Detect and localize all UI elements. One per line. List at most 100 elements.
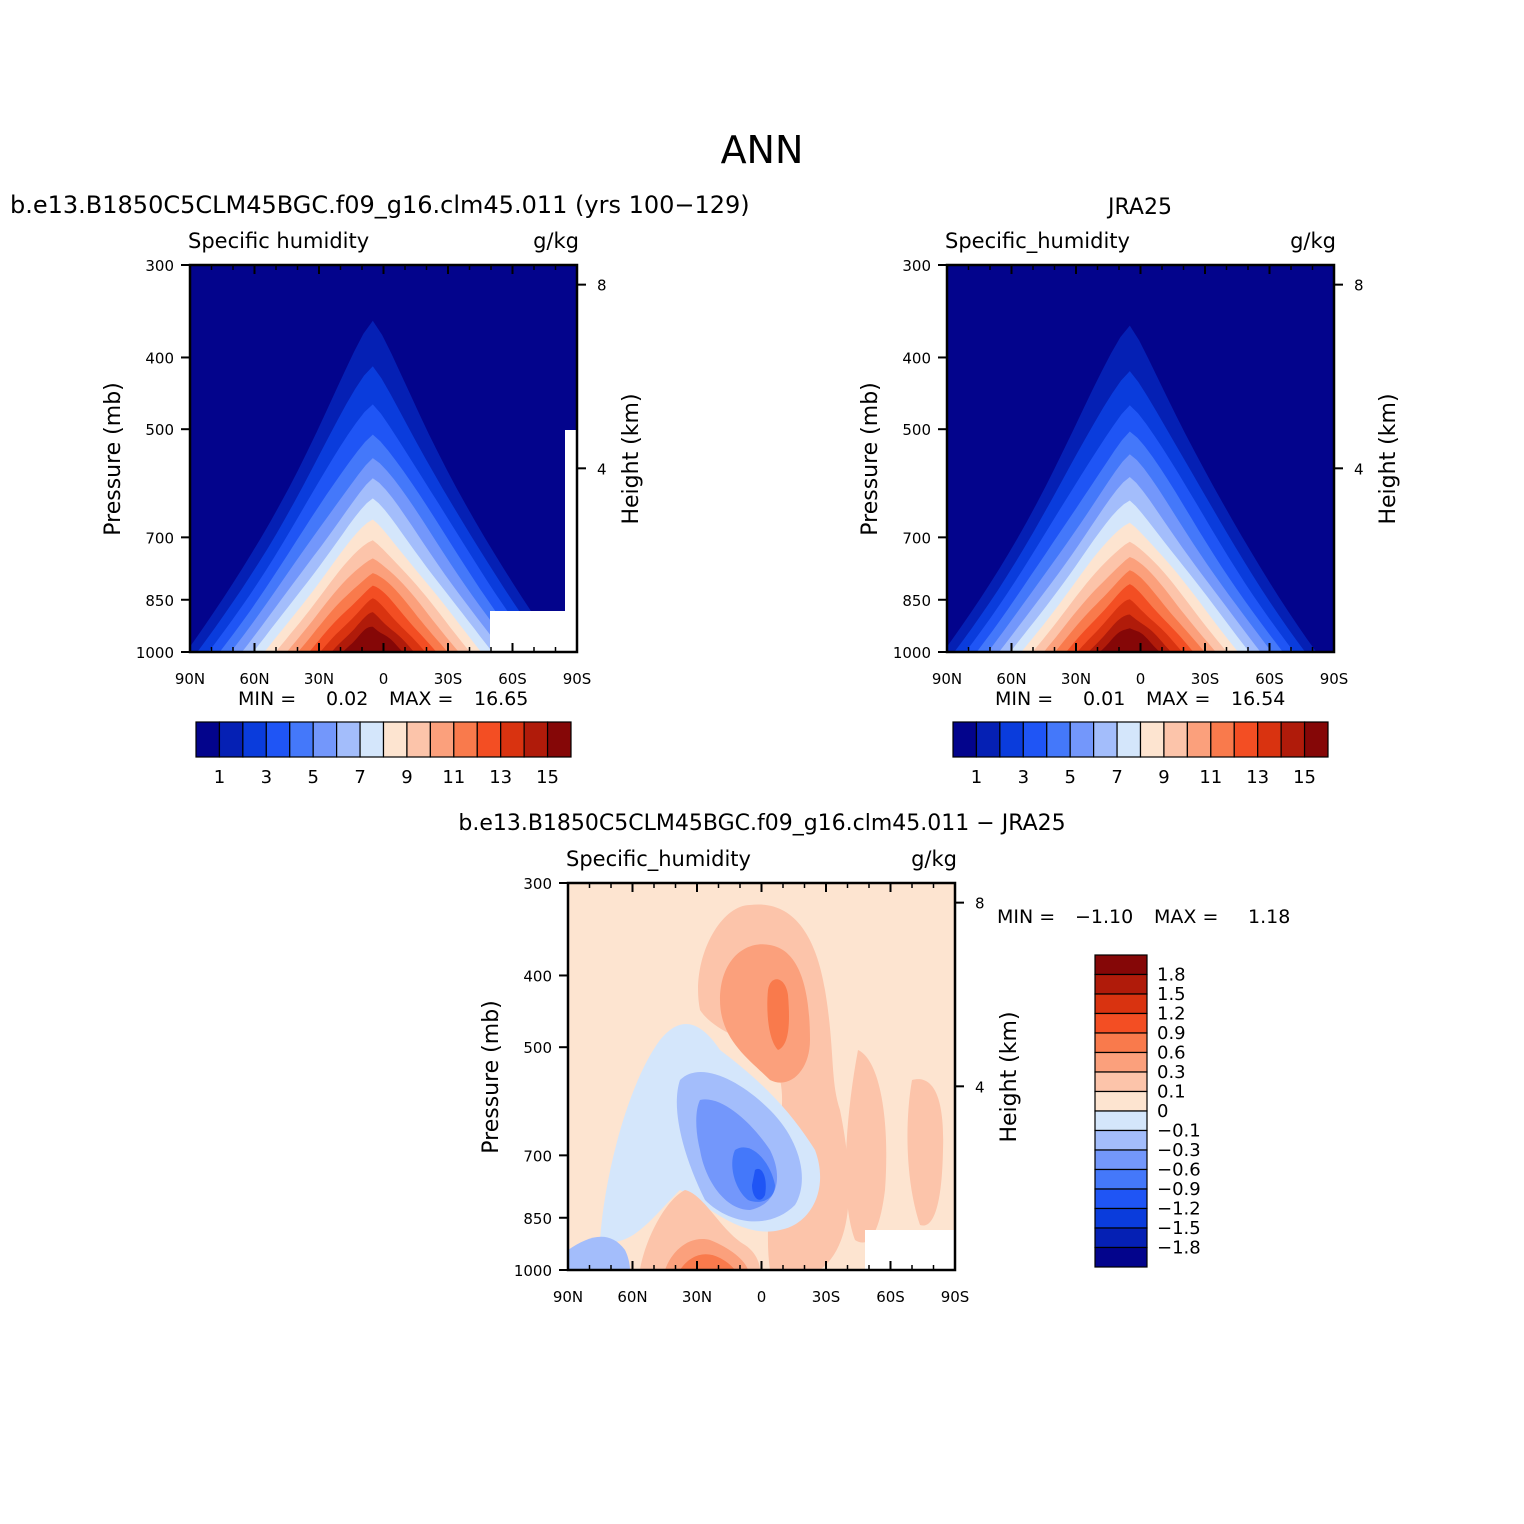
panel-obs-ylabel: Pressure (mb): [858, 382, 883, 536]
panel-diff: b.e13.B1850C5CLM45BGC.f09_g16.clm45.011 …: [458, 811, 1290, 1306]
panel-diff-ytick-label: 500: [523, 1039, 552, 1057]
contour-band-positive: [907, 1079, 944, 1226]
panel-diff-xtick-label: 90N: [553, 1288, 583, 1306]
figure-title: ANN: [721, 128, 804, 172]
panel-obs-colorbar-swatch: [1210, 721, 1235, 758]
panel-diff-colorbar-swatch: [1094, 1129, 1148, 1151]
panel-diff-colorbar-label: −1.5: [1157, 1218, 1201, 1239]
panel-obs-ytick-label: 500: [902, 421, 931, 439]
panel-model-colorbar: 1 3 5 7 9 11 13 15: [195, 721, 572, 788]
panel-model-colorbar-swatch: [195, 721, 221, 758]
panel-diff-xtick-label: 30N: [682, 1288, 712, 1306]
panel-diff-colorbar-label: 1.5: [1157, 984, 1186, 1005]
panel-obs-units: g/kg: [1290, 229, 1336, 253]
panel-obs-colorbar-swatch: [999, 721, 1024, 758]
panel-diff-ylabel-right: Height (km): [997, 1011, 1022, 1142]
panel-diff-colorbar-swatch: [1094, 1110, 1148, 1132]
contour-band-15: [342, 626, 403, 652]
panel-obs-colorbar-swatch: [1093, 721, 1118, 758]
panel-model-colorbar-label: 5: [307, 767, 318, 788]
panel-diff-colorbar-swatch: [1094, 954, 1148, 976]
panel-diff-colorbar-swatch: [1094, 1051, 1148, 1073]
panel-model-colorbar-swatch: [406, 721, 431, 758]
panel-obs-colorbar-label: 13: [1246, 767, 1269, 788]
panel-obs-colorbar-swatch: [1116, 721, 1142, 758]
panel-diff-colorbar-swatch: [1094, 973, 1148, 995]
panel-model-xtick-label: 30N: [304, 670, 334, 688]
panel-diff-contours: [568, 883, 955, 1270]
panel-obs-colorbar-swatch: [1303, 721, 1329, 758]
panel-diff-colorbar-swatch: [1094, 1188, 1148, 1210]
panel-model-colorbar-swatch: [500, 721, 525, 758]
panel-diff-colorbar-swatch: [1094, 1168, 1148, 1190]
panel-obs-colorbar-swatch: [1233, 721, 1259, 758]
panel-obs-height-tick-label: 4: [1354, 460, 1364, 478]
panel-diff-height-tick-label: 8: [975, 895, 985, 913]
panel-model-colorbar-swatch: [242, 721, 267, 758]
panel-model-colorbar-swatch: [429, 721, 455, 758]
missing-data-area: [565, 430, 577, 615]
panel-diff-ytick-label: 850: [523, 1210, 552, 1228]
panel-obs-ytick-label: 850: [902, 592, 931, 610]
panel-obs-title: JRA25: [1106, 195, 1172, 220]
panel-model-xtick-label: 60N: [239, 670, 269, 688]
panel-model-ylabel: Pressure (mb): [101, 382, 126, 536]
panel-obs-colorbar-swatch: [975, 721, 1001, 758]
panel-diff-max-label: MAX =: [1154, 906, 1218, 928]
panel-model-axes: 90N 60N 30N 0 30S 60S 90S 300 400 500 700 850 1000 8 4: [136, 257, 607, 688]
panel-obs-height-tick-label: 8: [1354, 277, 1364, 295]
panel-obs-xtick-label: 90N: [932, 670, 962, 688]
panel-obs-colorbar-swatch: [1186, 721, 1212, 758]
panel-diff-min-value: −1.10: [1075, 906, 1133, 928]
panel-obs-colorbar-label: 15: [1293, 767, 1316, 788]
panel-diff-colorbar-label: 0.6: [1157, 1043, 1186, 1064]
panel-model-xtick-label: 0: [379, 670, 389, 688]
panel-model-ylabel-right: Height (km): [619, 393, 644, 524]
panel-diff-colorbar-swatch: [1094, 1090, 1148, 1112]
panel-diff-min-label: MIN =: [997, 906, 1055, 928]
panel-diff-colorbar-label: 1.8: [1157, 965, 1186, 986]
panel-obs-colorbar-swatch: [952, 721, 978, 758]
panel-diff-colorbar-swatch: [1094, 1246, 1148, 1268]
panel-diff-colorbar-label: 1.2: [1157, 1004, 1186, 1025]
panel-obs-ytick-label: 1000: [893, 644, 931, 662]
panel-diff-colorbar-swatch: [1094, 1227, 1148, 1249]
panel-obs-ytick-label: 400: [902, 349, 931, 367]
panel-obs-xtick-label: 0: [1136, 670, 1146, 688]
panel-model: b.e13.B1850C5CLM45BGC.f09_g16.clm45.011 …: [10, 191, 750, 788]
panel-diff-colorbar-swatch: [1094, 993, 1148, 1015]
panel-obs-colorbar-swatch: [1046, 721, 1071, 758]
panel-model-xtick-label: 30S: [434, 670, 463, 688]
contour-band-15: [1099, 628, 1160, 652]
panel-obs-colorbar-swatch: [1022, 721, 1048, 758]
panel-obs-colorbar-swatch: [1163, 721, 1188, 758]
panel-model-colorbar-swatch: [312, 721, 338, 758]
panel-model-colorbar-label: 15: [536, 767, 559, 788]
panel-obs-ytick-label: 700: [902, 529, 931, 547]
panel-obs-xtick-label: 30N: [1061, 670, 1091, 688]
panel-model-title: b.e13.B1850C5CLM45BGC.f09_g16.clm45.011 …: [10, 191, 750, 219]
panel-diff-height-tick-label: 4: [975, 1078, 985, 1096]
panel-diff-units: g/kg: [911, 847, 957, 871]
panel-obs-colorbar-swatch: [1280, 721, 1306, 758]
panel-obs-xtick-label: 60N: [996, 670, 1026, 688]
panel-model-colorbar-label: 9: [401, 767, 412, 788]
panel-model-xtick-label: 90N: [175, 670, 205, 688]
panel-diff-xtick-label: 90S: [941, 1288, 970, 1306]
panel-obs-colorbar: 1 3 5 7 9 11 13 15: [952, 721, 1329, 788]
panel-model-colorbar-swatch: [523, 721, 549, 758]
panel-obs-ytick-label: 300: [902, 257, 931, 275]
missing-data-area: [490, 611, 577, 652]
panel-model-min-label: MIN =: [238, 688, 296, 710]
contour-band-positive: [767, 979, 789, 1050]
panel-model-colorbar-label: 1: [214, 767, 225, 788]
contour-band-positive: [640, 1190, 760, 1270]
panel-diff-ytick-label: 1000: [514, 1262, 552, 1280]
panel-diff-colorbar-swatch: [1094, 1032, 1148, 1054]
panel-obs-min-value: 0.01: [1083, 688, 1125, 710]
panel-diff-colorbar-label: −1.8: [1157, 1238, 1201, 1259]
panel-diff-colorbar-label: 0: [1157, 1101, 1168, 1122]
panel-obs-ylabel-right: Height (km): [1376, 393, 1401, 524]
panel-diff-colorbar-label: 0.3: [1157, 1062, 1186, 1083]
panel-obs: JRA25 Specific_humidity g/kg 90N 60N 30N 0 3…: [858, 195, 1401, 788]
